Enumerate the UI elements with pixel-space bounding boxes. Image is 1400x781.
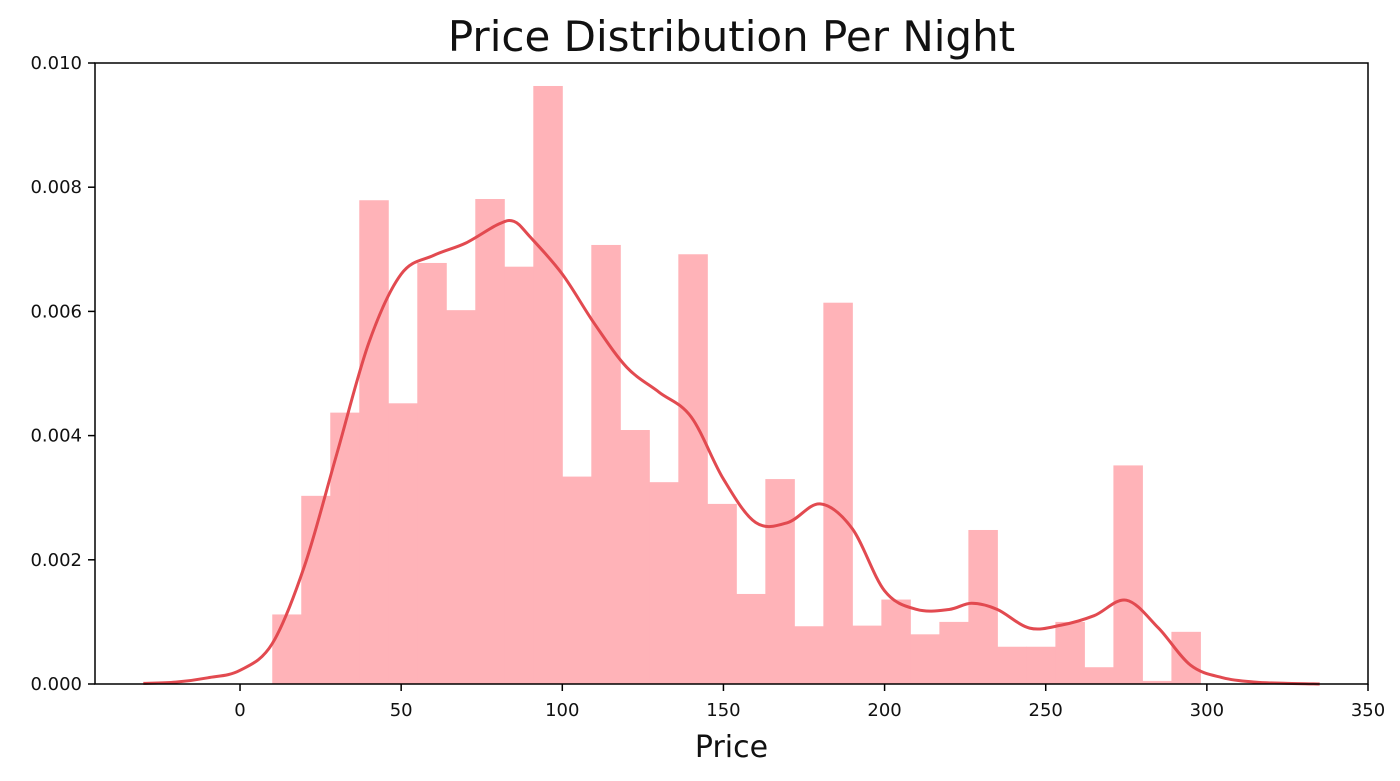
histogram-bar [591,244,621,684]
histogram-bar [1084,667,1114,684]
histogram-bar [562,476,592,684]
histogram-bar [330,412,360,684]
y-axis: 0.000 0.002 0.004 0.006 0.008 0.010 [30,53,95,695]
histogram-bar [388,403,418,684]
histogram-bar [620,430,650,684]
histogram-bars [272,85,1201,685]
histogram-bar [939,621,969,684]
kde-curve [143,218,1320,686]
x-tick-label: 250 [1029,700,1063,721]
histogram-bar [852,625,882,684]
histogram-bar [649,482,679,684]
histogram-bar [765,479,795,684]
y-tick-label: 0.008 [30,177,82,198]
histogram-bar [272,614,302,684]
histogram-bar [1171,631,1201,684]
y-tick-label: 0.002 [30,550,82,571]
y-tick-label: 0.000 [30,674,82,695]
y-tick-label: 0.004 [30,426,82,447]
histogram-bar [417,262,447,684]
x-tick-label: 0 [234,700,245,721]
histogram-bar [997,646,1027,684]
histogram-bar [881,599,911,684]
histogram-bar [1113,465,1143,684]
histogram-bar [707,503,737,684]
chart-title: Price Distribution Per Night [448,12,1015,61]
histogram-bar [446,310,476,684]
histogram-bar [736,593,766,684]
x-tick-label: 100 [545,700,579,721]
histogram-bar [910,634,940,684]
histogram-bar [678,254,708,684]
histogram-bar [1026,646,1056,684]
x-axis: 0 50 100 150 200 250 300 350 [234,684,1385,721]
histogram-bar [359,200,389,684]
x-tick-label: 350 [1351,700,1385,721]
x-tick-label: 200 [867,700,901,721]
y-tick-label: 0.006 [30,301,82,322]
histogram-bar [504,266,534,684]
histogram-bar [1142,680,1172,684]
histogram-bar [794,626,824,684]
histogram-bar [1055,621,1085,684]
y-tick-label: 0.010 [30,53,82,74]
x-axis-label: Price [695,730,768,765]
plot-area-frame [94,62,1369,685]
histogram-bar [533,85,563,685]
histogram-bar [823,302,853,684]
histogram-bar [475,198,505,684]
x-tick-label: 150 [706,700,740,721]
x-tick-label: 50 [390,700,413,721]
x-tick-label: 300 [1190,700,1224,721]
